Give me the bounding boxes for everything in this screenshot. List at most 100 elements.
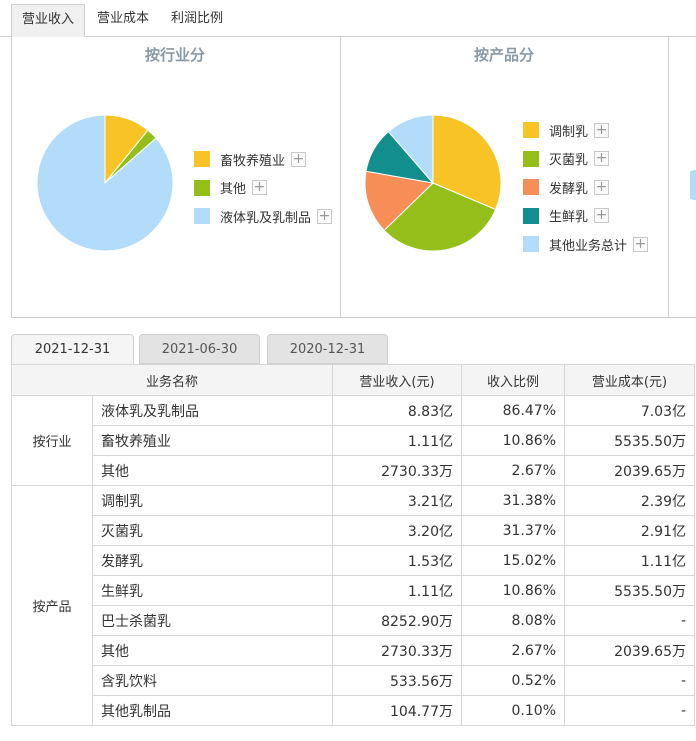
header-ratio: 收入比例 — [461, 364, 565, 396]
date-tab-2020-12-31[interactable]: 2020-12-31 — [267, 334, 388, 364]
chart-panel — [11, 36, 696, 318]
cell-ratio: 2.67% — [461, 455, 565, 486]
cell-revenue: 8.83亿 — [332, 395, 462, 426]
table-row: 生鲜乳 1.11亿 10.86% 5535.50万 — [12, 575, 695, 606]
cell-ratio: 31.37% — [461, 515, 565, 546]
legend-label: 调制乳 — [549, 124, 589, 140]
cell-revenue: 104.77万 — [332, 695, 462, 726]
legend-item-1-0[interactable]: 调制乳 + — [523, 121, 610, 140]
table-row: 含乳饮料 533.56万 0.52% - — [12, 665, 695, 696]
cell-name: 液体乳及乳制品 — [92, 395, 333, 426]
expand-plus-icon[interactable]: + — [291, 150, 307, 167]
cell-name: 畜牧养殖业 — [92, 425, 333, 456]
legend-swatch — [523, 150, 539, 167]
legend-swatch — [194, 179, 210, 196]
pie-slice-1-2[interactable] — [364, 170, 435, 232]
cell-name: 其他乳制品 — [92, 695, 333, 726]
cell-ratio: 86.47% — [461, 395, 565, 426]
expand-plus-icon[interactable]: + — [594, 150, 610, 166]
cell-revenue: 533.56万 — [332, 665, 462, 696]
cell-ratio: 10.86% — [461, 425, 565, 456]
pie-slice-1-1[interactable] — [383, 182, 497, 252]
cell-cost: 5535.50万 — [564, 575, 695, 606]
next-chart-edge — [690, 170, 696, 200]
expand-plus-icon[interactable]: + — [633, 235, 649, 252]
header-business-name: 业务名称 — [11, 364, 333, 396]
legend-label: 其他业务总计 — [549, 238, 628, 254]
cell-revenue: 1.53亿 — [332, 545, 462, 576]
legend-swatch — [523, 122, 539, 138]
cell-ratio: 0.10% — [461, 695, 565, 726]
legend-swatch — [523, 236, 539, 252]
top-tab-bar: 营业收入 营业成本 利润比例 — [0, 0, 696, 37]
legend-swatch — [523, 207, 539, 224]
cell-ratio: 15.02% — [461, 545, 565, 576]
revenue-table: 业务名称 营业收入(元) 收入比例 营业成本(元) 按行业 液体乳及乳制品 8.83… — [11, 364, 695, 726]
cell-revenue: 3.21亿 — [332, 485, 462, 516]
legend-item-1-1[interactable]: 灭菌乳 + — [523, 150, 610, 168]
cell-revenue: 3.20亿 — [332, 515, 462, 546]
pie-slice-1-4[interactable] — [387, 114, 434, 185]
pie-slice-0-2[interactable] — [36, 114, 174, 252]
cell-revenue: 2730.33万 — [332, 635, 462, 666]
pie-slice-1-0[interactable] — [432, 114, 502, 211]
date-tab-2021-12-31[interactable]: 2021-12-31 — [11, 334, 134, 365]
expand-plus-icon[interactable]: + — [252, 179, 268, 195]
cell-cost: 2.91亿 — [564, 515, 695, 546]
table-row: 畜牧养殖业 1.11亿 10.86% 5535.50万 — [12, 425, 695, 456]
industry-pie-chart — [36, 114, 174, 252]
legend-swatch — [523, 179, 539, 195]
legend-item-1-4[interactable]: 其他业务总计 + — [523, 235, 649, 254]
cell-name: 生鲜乳 — [92, 575, 333, 606]
legend-item-0-1[interactable]: 其他 + — [194, 179, 268, 197]
cell-cost: 7.03亿 — [564, 395, 695, 426]
header-revenue: 营业收入(元) — [332, 364, 462, 396]
cell-cost: 5535.50万 — [564, 425, 695, 456]
expand-plus-icon[interactable]: + — [594, 178, 610, 195]
legend-label: 液体乳及乳制品 — [220, 210, 312, 226]
product-pie-chart — [364, 114, 502, 252]
industry-chart-title: 按行业分 — [145, 46, 206, 64]
tab-cost[interactable]: 营业成本 — [96, 11, 149, 26]
cell-name: 灭菌乳 — [92, 515, 333, 546]
legend-label: 发酵乳 — [549, 181, 589, 197]
legend-label: 其他 — [220, 182, 247, 197]
cell-cost: - — [564, 665, 695, 696]
cell-name: 发酵乳 — [92, 545, 333, 576]
cell-name: 含乳饮料 — [92, 665, 333, 696]
legend-item-1-3[interactable]: 生鲜乳 + — [523, 207, 610, 225]
cell-ratio: 0.52% — [461, 665, 565, 696]
legend-swatch — [194, 208, 210, 224]
expand-plus-icon[interactable]: + — [594, 207, 610, 223]
cell-revenue: 2730.33万 — [332, 455, 462, 486]
expand-plus-icon[interactable]: + — [317, 207, 333, 224]
table-header-row: 业务名称 营业收入(元) 收入比例 营业成本(元) — [11, 364, 695, 396]
tab-revenue[interactable]: 营业收入 — [11, 4, 85, 37]
legend-label: 灭菌乳 — [549, 153, 589, 168]
table-row: 其他乳制品 104.77万 0.10% - — [12, 695, 695, 726]
cell-revenue: 1.11亿 — [332, 575, 462, 606]
table-row: 灭菌乳 3.20亿 31.37% 2.91亿 — [12, 515, 695, 546]
cell-ratio: 2.67% — [461, 635, 565, 666]
tab-profit-ratio[interactable]: 利润比例 — [170, 11, 223, 26]
cell-ratio: 10.86% — [461, 575, 565, 606]
date-tab-2021-06-30[interactable]: 2021-06-30 — [139, 334, 260, 364]
cell-revenue: 1.11亿 — [332, 425, 462, 456]
cell-cost: 2039.65万 — [564, 635, 695, 666]
legend-item-1-2[interactable]: 发酵乳 + — [523, 178, 610, 197]
table-row: 巴士杀菌乳 8252.90万 8.08% - — [12, 605, 695, 636]
cell-name: 调制乳 — [92, 485, 333, 516]
table-row: 发酵乳 1.53亿 15.02% 1.11亿 — [12, 545, 695, 576]
cell-name: 巴士杀菌乳 — [92, 605, 333, 636]
legend-item-0-0[interactable]: 畜牧养殖业 + — [194, 150, 307, 169]
cell-cost: 2.39亿 — [564, 485, 695, 516]
cell-ratio: 8.08% — [461, 605, 565, 636]
legend-swatch — [194, 151, 210, 167]
legend-item-0-2[interactable]: 液体乳及乳制品 + — [194, 207, 333, 226]
cell-revenue: 8252.90万 — [332, 605, 462, 636]
header-cost: 营业成本(元) — [564, 364, 695, 396]
product-chart-title: 按产品分 — [474, 46, 535, 64]
cell-ratio: 31.38% — [461, 485, 565, 516]
expand-plus-icon[interactable]: + — [594, 121, 610, 138]
chart-divider — [340, 36, 341, 318]
